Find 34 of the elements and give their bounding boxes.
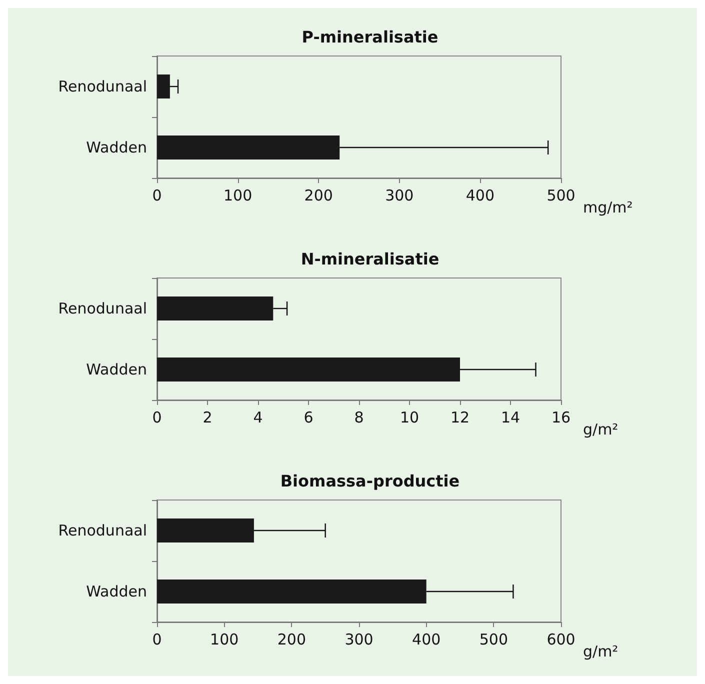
chart-title: P-mineralisatie [302, 28, 438, 46]
x-tick-label: 600 [546, 630, 576, 648]
x-tick-label: 14 [500, 408, 520, 426]
x-tick-label: 400 [466, 186, 495, 204]
x-tick-label: 10 [400, 408, 420, 426]
x-tick-label: 0 [152, 630, 162, 648]
x-tick-label: 300 [385, 186, 414, 204]
x-tick-label: 0 [152, 408, 162, 426]
x-tick-label: 12 [450, 408, 470, 426]
x-tick-label: 200 [304, 186, 333, 204]
y-tick-label: Renodunaal [58, 522, 147, 540]
x-tick-label: 8 [354, 408, 364, 426]
x-tick-label: 400 [412, 630, 441, 648]
x-axis-title: g/m² [583, 420, 618, 438]
chart-title: Biomassa-productie [280, 472, 460, 490]
y-tick-label: Wadden [86, 582, 147, 600]
x-axis-title: g/m² [583, 642, 618, 660]
x-tick-label: 100 [223, 186, 252, 204]
y-tick-label: Renodunaal [58, 78, 147, 96]
x-tick-label: 500 [546, 186, 576, 204]
x-tick-label: 0 [152, 186, 162, 204]
x-tick-label: 4 [253, 408, 263, 426]
x-tick-label: 2 [202, 408, 212, 426]
x-tick-label: 100 [210, 630, 239, 648]
x-tick-label: 6 [304, 408, 314, 426]
x-tick-label: 500 [479, 630, 508, 648]
y-tick-label: Renodunaal [58, 300, 147, 318]
x-tick-label: 200 [277, 630, 306, 648]
y-tick-label: Wadden [86, 138, 147, 156]
chart-title: N-mineralisatie [300, 250, 440, 268]
x-tick-label: 300 [344, 630, 374, 648]
y-tick-label: Wadden [86, 360, 147, 378]
x-axis-title: mg/m² [583, 198, 633, 216]
x-tick-label: 16 [551, 408, 571, 426]
